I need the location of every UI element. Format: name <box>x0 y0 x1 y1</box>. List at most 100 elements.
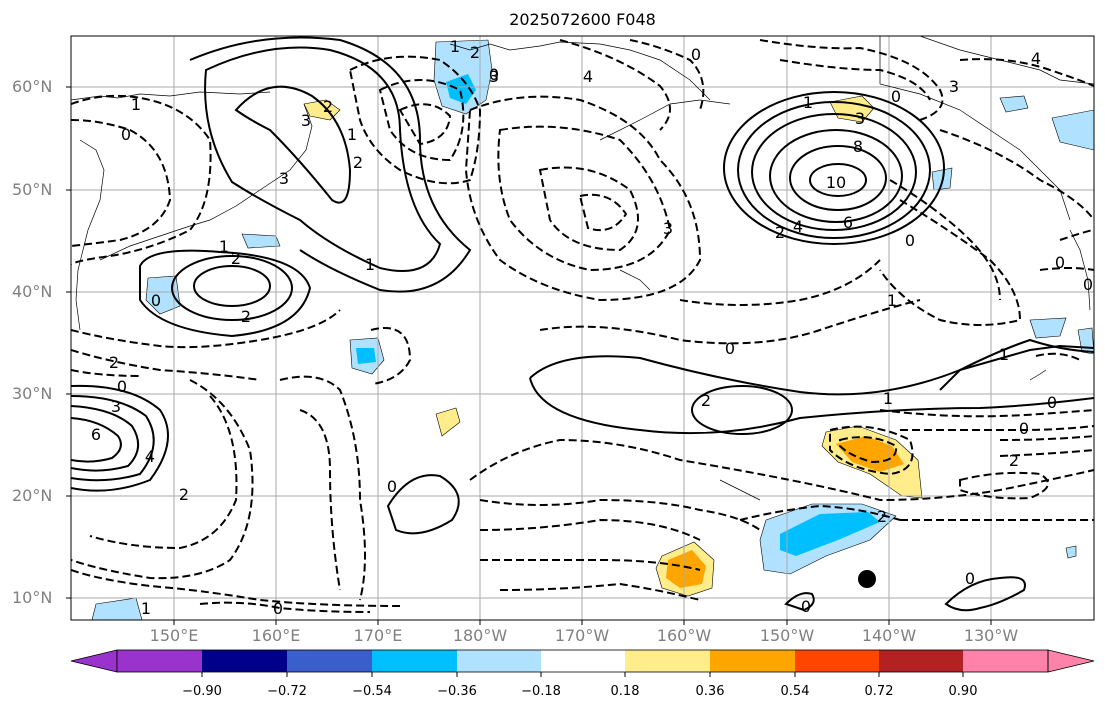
contour-label: 0 <box>891 87 901 106</box>
map-area: 1 0 3 3 2 1 1 2 2 0 1 2 2 1 0 0 3 6 4 2 … <box>71 36 1094 620</box>
lon-label: 170°E <box>353 626 403 645</box>
contour-label: 0 <box>489 65 499 84</box>
colorbar-label: −0.36 <box>437 684 477 699</box>
contour-label: 2 <box>775 223 785 242</box>
contour-label: 3 <box>301 111 311 130</box>
contour-label: 1 <box>131 95 141 114</box>
contour-label: 8 <box>853 137 863 156</box>
colorbar-bin <box>963 650 1048 672</box>
contour-label: 0 <box>117 377 127 396</box>
colorbar-bin <box>457 650 541 672</box>
contour-label: 10 <box>826 173 846 192</box>
contour-label: 1 <box>365 255 375 274</box>
lat-label: 20°N <box>12 486 53 505</box>
contour-label: 1 <box>219 237 229 256</box>
contour-label: 3 <box>111 397 121 416</box>
contour-label: 2 <box>109 353 119 372</box>
shade-light-blue <box>999 95 1029 113</box>
contour-label: 1 <box>141 599 151 618</box>
contour-label: 0 <box>1055 253 1065 272</box>
lat-label: 60°N <box>12 77 53 96</box>
coastlines <box>71 36 1094 501</box>
colorbar-ticks <box>201 672 964 677</box>
colorbar-label: 0.90 <box>948 684 978 699</box>
contour-label: 2 <box>877 507 887 526</box>
contour-label: 2 <box>353 153 363 172</box>
positive-contours <box>71 36 1094 612</box>
colorbar-bin <box>710 650 795 672</box>
colorbar-extend-low <box>70 649 118 673</box>
contour-label: 2 <box>323 97 333 116</box>
colorbar-extend-high <box>1047 649 1095 673</box>
colorbar-label: 0.18 <box>610 684 640 699</box>
colorbar-label: 0.54 <box>780 684 810 699</box>
grid-lines <box>71 36 1094 620</box>
colorbar-bin <box>202 650 287 672</box>
lon-label: 130°W <box>963 626 1019 645</box>
contour-label: 0 <box>691 45 701 64</box>
contour-label: 0 <box>1019 419 1029 438</box>
lon-label: 150°E <box>149 626 199 645</box>
shade-orange <box>666 550 706 588</box>
contour-label: 3 <box>949 77 959 96</box>
colorbar-bin <box>117 650 202 672</box>
contour-labels: 1 0 3 3 2 1 1 2 2 0 1 2 2 1 0 0 3 6 4 2 … <box>91 37 1093 618</box>
contour-label: 3 <box>855 109 865 128</box>
shade-yellow <box>435 407 461 437</box>
colorbar-label: −0.72 <box>267 684 307 699</box>
shade-light-blue <box>1051 109 1094 151</box>
colorbar-label: 0.72 <box>864 684 894 699</box>
contour-label: 0 <box>801 597 811 616</box>
colorbar-frame <box>116 649 1049 673</box>
contour-label: 3 <box>489 67 499 86</box>
colorbar-label: −0.90 <box>182 684 222 699</box>
contour-label: 0 <box>387 477 397 496</box>
contour-label: 0 <box>273 599 283 618</box>
contour-label: 4 <box>145 447 155 466</box>
colorbar <box>70 649 1095 677</box>
contour-label: 6 <box>843 213 853 232</box>
contour-label: 0 <box>905 231 915 250</box>
colorbar-label: 0.36 <box>695 684 725 699</box>
contour-label: 0 <box>725 339 735 358</box>
lat-label: 50°N <box>12 180 53 199</box>
contour-label: 2 <box>241 307 251 326</box>
contour-label: 1 <box>450 37 460 56</box>
contour-label: 3 <box>663 219 673 238</box>
contour-label: 2 <box>231 249 241 268</box>
colorbar-bin <box>372 650 457 672</box>
lat-label: 40°N <box>12 282 53 301</box>
shade-blue <box>356 348 376 364</box>
contour-label: 1 <box>883 389 893 408</box>
colorbar-bin <box>625 650 710 672</box>
colorbar-label: −0.54 <box>352 684 392 699</box>
colorbar-label: −0.18 <box>521 684 561 699</box>
contour-label: 1 <box>887 291 897 310</box>
contour-label: 0 <box>121 125 131 144</box>
lon-label: 160°W <box>656 626 712 645</box>
contour-label: 3 <box>279 169 289 188</box>
shade-blue <box>446 74 476 104</box>
contour-label: 2 <box>470 43 480 62</box>
colorbar-bin <box>795 650 879 672</box>
lon-label: 150°W <box>759 626 815 645</box>
map-title: 2025072600 F048 <box>509 10 656 29</box>
lat-label: 10°N <box>12 588 53 607</box>
lon-label: 170°W <box>554 626 610 645</box>
shade-light-blue <box>1029 317 1067 339</box>
contour-label: 4 <box>793 217 803 236</box>
contour-label: 2 <box>179 485 189 504</box>
contour-label: 1 <box>803 93 813 112</box>
contour-label: 6 <box>91 425 101 444</box>
marker-dot <box>858 570 876 588</box>
contour-label: 0 <box>965 569 975 588</box>
shade-light-blue <box>1065 545 1077 559</box>
tick-marks <box>66 86 992 625</box>
colorbar-bin <box>287 650 372 672</box>
colorbar-bin <box>879 650 963 672</box>
shading <box>91 39 1094 620</box>
shade-orange <box>836 436 904 472</box>
contour-label: 1 <box>347 125 357 144</box>
lon-label: 160°E <box>251 626 301 645</box>
